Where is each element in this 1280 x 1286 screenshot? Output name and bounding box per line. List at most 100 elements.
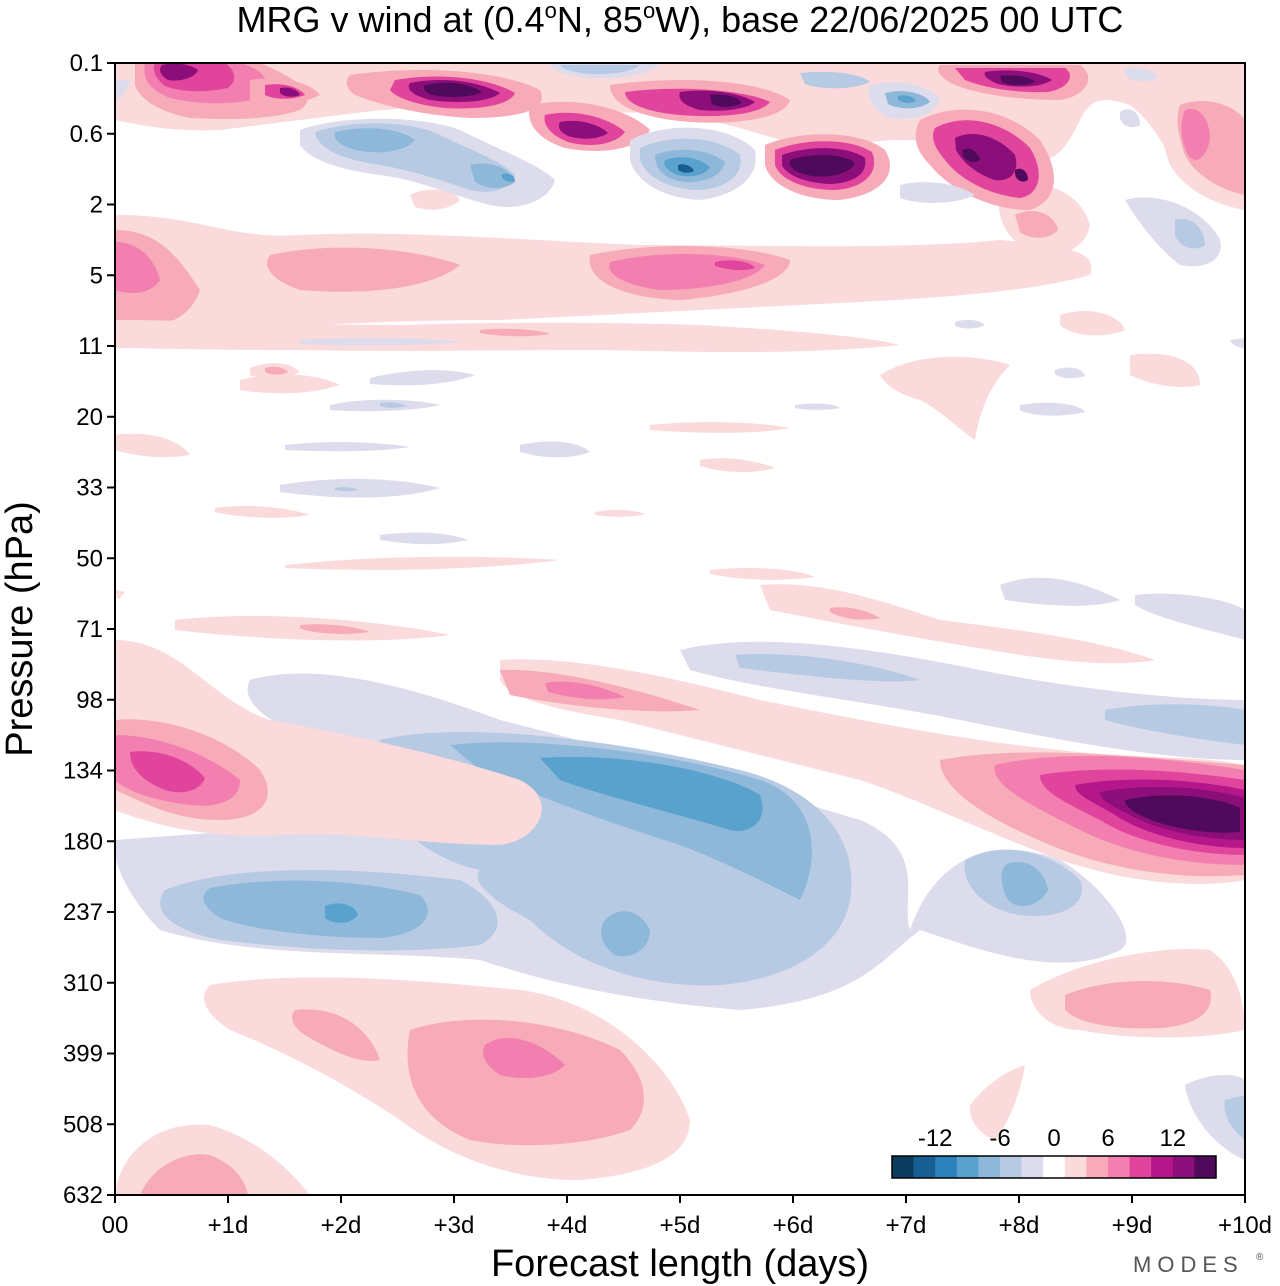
contour-neg-41: [370, 370, 475, 386]
colorbar-label: 6: [1101, 1125, 1114, 1152]
colorbar-swatch: [1021, 1156, 1044, 1178]
contour-pos-4: [130, 751, 205, 793]
colorbar-swatch: [1129, 1156, 1152, 1178]
colorbar-swatch: [1151, 1156, 1174, 1178]
contour-neg-40: [300, 337, 460, 346]
chart-title: MRG v wind at (0.4oN, 85oW), base 22/06/…: [237, 0, 1124, 40]
contour-pos-79: [1015, 168, 1028, 182]
colorbar-swatch: [892, 1156, 915, 1178]
x-axis-label: Forecast length (days): [491, 1243, 869, 1285]
colorbar-swatch: [1043, 1156, 1066, 1178]
contour-pos-85: [650, 422, 790, 433]
contour-pos-35: [1015, 210, 1058, 238]
contour-neg-49: [795, 403, 840, 410]
y-tick-label: 237: [63, 899, 103, 926]
y-tick-label: 508: [63, 1111, 103, 1138]
contour-pos-23: [140, 1154, 248, 1195]
contour-pos-59: [280, 87, 300, 97]
contour-pos-62: [558, 120, 608, 139]
contour-pos-43: [115, 433, 190, 458]
contour-pos-66: [710, 94, 742, 107]
colorbar-swatch: [978, 1156, 1001, 1178]
contour-field: [115, 63, 1245, 1195]
contour-neg-15: [1135, 593, 1245, 640]
contour-pos-29: [115, 242, 160, 293]
contour-pos-40: [880, 356, 1010, 440]
contour-pos-78: [962, 148, 980, 163]
contour-pos-41: [1130, 353, 1200, 387]
contour-pos-15: [300, 624, 370, 634]
contour-pos-25: [1065, 980, 1211, 1029]
contour-neg-44: [285, 442, 410, 452]
contour-pos-21: [483, 1037, 565, 1078]
y-tick-label: 98: [76, 687, 103, 714]
y-tick-label: 0.6: [70, 121, 103, 148]
y-tick-label: 0.1: [70, 50, 103, 77]
contour-pos-45: [215, 505, 310, 518]
contour-pos-20: [407, 1019, 644, 1146]
contour-pos-82: [1181, 109, 1210, 160]
contour-pos-87: [115, 590, 125, 600]
contour-neg-47: [335, 487, 358, 492]
contour-neg-12: [735, 654, 920, 682]
contour-pos-19: [292, 1009, 380, 1061]
x-tick-label: 00: [102, 1212, 129, 1239]
x-tick-label: +9d: [1112, 1212, 1153, 1239]
colorbar-swatch: [956, 1156, 979, 1178]
contour-pos-74: [789, 154, 855, 177]
y-axis: 0.1 0.6 2 5 11 20 33 50 71 98 134 180 237 310 399 508 63…: [63, 50, 115, 1209]
contour-pos-47: [710, 567, 815, 580]
x-tick-label: +2d: [321, 1212, 362, 1239]
y-tick-label: 11: [78, 333, 103, 360]
contour-pos-77: [955, 134, 1017, 181]
contour-pos-17: [830, 607, 880, 620]
contour-neg-17: [1224, 1095, 1245, 1140]
contour-pos-44: [700, 458, 775, 473]
y-tick-label: 399: [63, 1041, 103, 1068]
contour-neg-37: [1125, 67, 1158, 82]
contour-neg-35: [1125, 197, 1221, 267]
y-tick-label: 33: [76, 475, 103, 502]
contour-neg-50: [1020, 402, 1085, 416]
contour-neg-45: [520, 441, 590, 458]
colorbar-swatch: [1108, 1156, 1131, 1178]
contour-pos-26: [969, 1065, 1025, 1140]
y-tick-label: 134: [63, 758, 103, 785]
colorbar-label: 12: [1159, 1125, 1186, 1152]
contour-pos-56: [423, 82, 482, 97]
contour-pos-42: [240, 374, 340, 394]
contour-neg-8: [601, 911, 650, 957]
contour-pos-70: [1000, 75, 1035, 85]
y-tick-label: 632: [63, 1182, 103, 1209]
contour-neg-38: [1120, 109, 1140, 128]
contour-neg-4: [540, 756, 763, 831]
contour-neg-20: [334, 128, 415, 153]
contour-pos-38: [480, 328, 550, 337]
contour-neg-52: [955, 319, 985, 329]
contour-neg-27: [678, 164, 694, 173]
colorbar-frame: [891, 1155, 1217, 1179]
contour-pos-84: [265, 366, 288, 375]
colorbar-label: -6: [989, 1125, 1010, 1152]
contour-neg-30: [800, 71, 870, 89]
colorbar: -12 -6 0 6 12: [891, 1125, 1217, 1179]
contour-neg-10: [1001, 861, 1048, 907]
contour-pos-36: [410, 189, 460, 210]
contour-neg-36: [1175, 218, 1205, 249]
contour-neg-39: [115, 80, 130, 100]
x-tick-label: +5d: [660, 1212, 701, 1239]
brand-logo: MODES: [1133, 1252, 1244, 1277]
y-tick-label: 5: [90, 262, 103, 289]
contour-neg-6: [203, 880, 428, 938]
colorbar-swatch: [1000, 1156, 1023, 1178]
contour-neg-22: [502, 173, 515, 182]
contour-neg-29: [560, 65, 640, 75]
contour-neg-16: [1185, 1075, 1245, 1160]
x-tick-label: +3d: [434, 1212, 475, 1239]
y-tick-label: 50: [76, 545, 103, 572]
y-tick-label: 71: [76, 616, 103, 643]
contour-neg-13: [1105, 704, 1245, 745]
y-tick-label: 180: [63, 828, 103, 855]
x-axis: 00 +1d +2d +3d +4d +5d +6d +7d +8d +9d +10d: [102, 1195, 1272, 1239]
